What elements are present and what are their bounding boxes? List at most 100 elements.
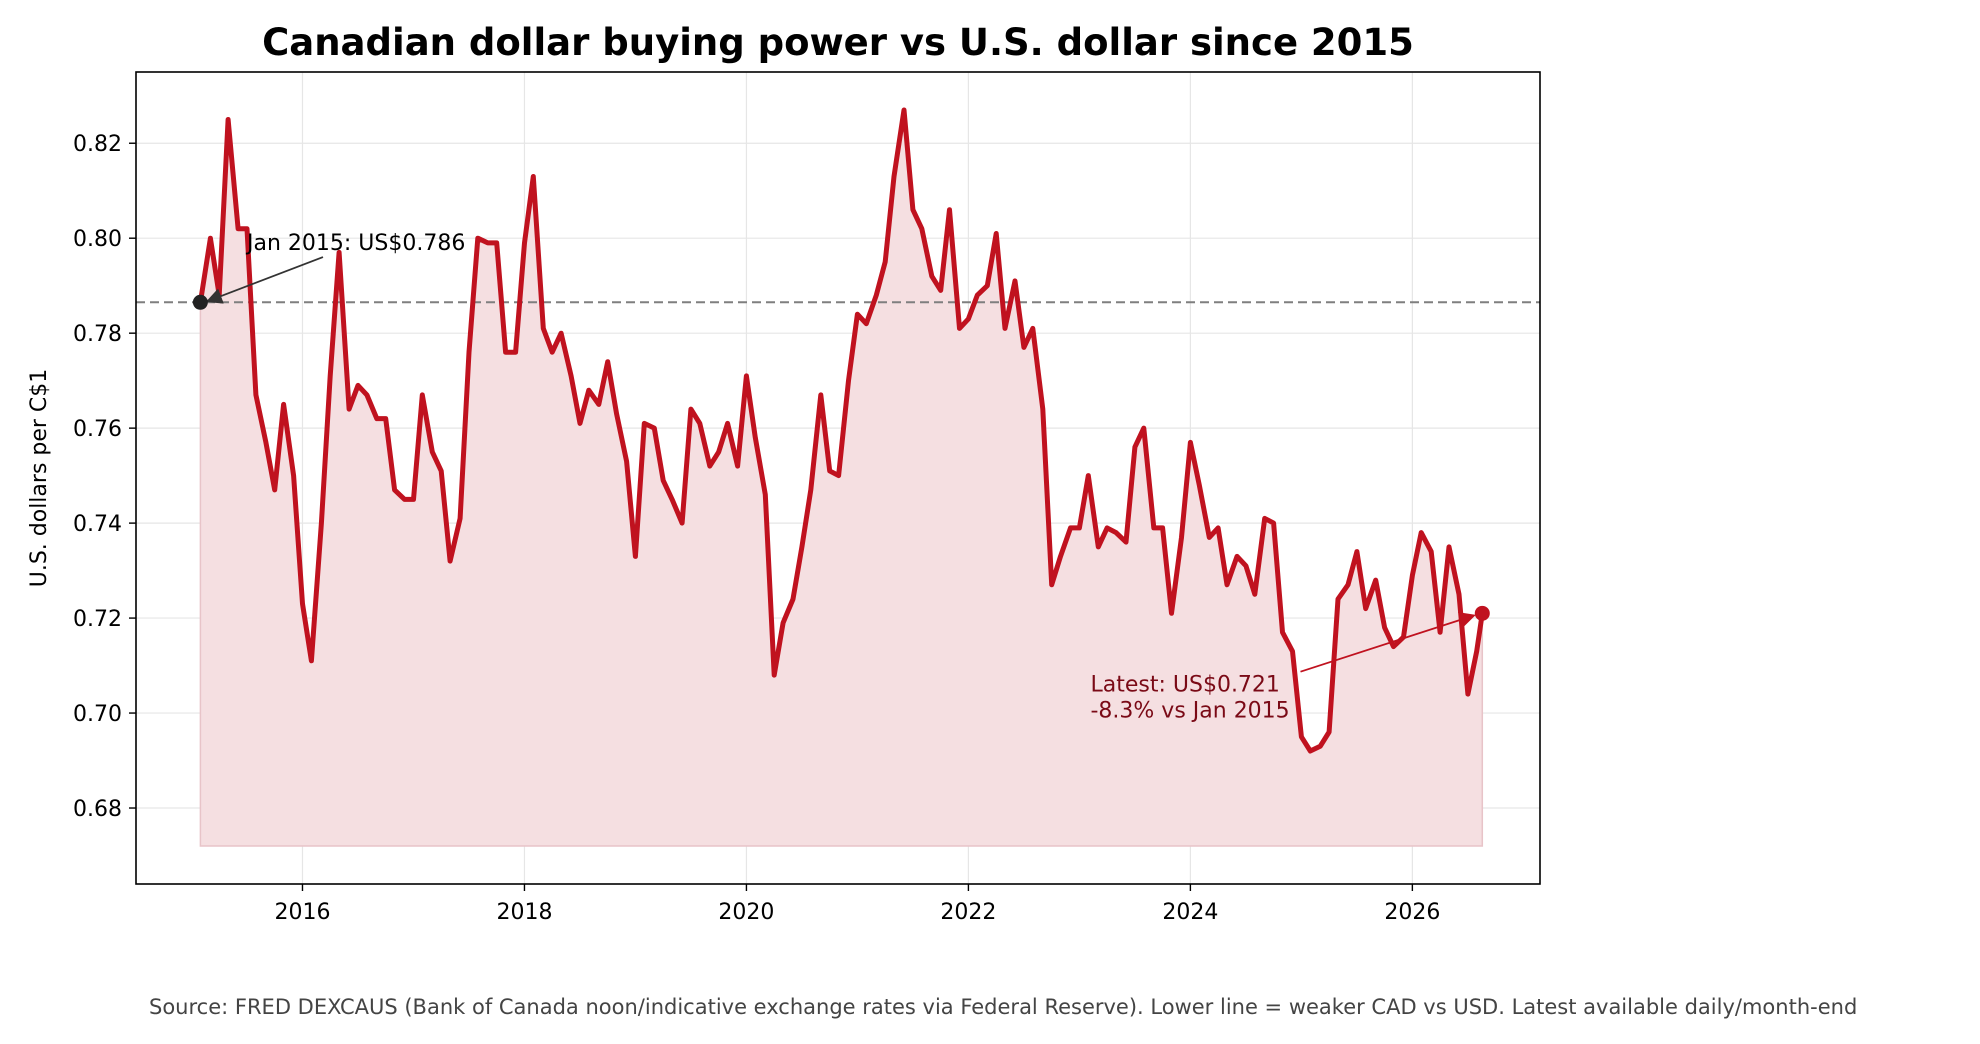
data-point-50: [661, 478, 666, 483]
data-point-66: [808, 487, 813, 492]
y-tick-label-0.76: 0.76: [73, 417, 122, 442]
data-point-12: [309, 658, 314, 663]
y-tick-label-0.78: 0.78: [73, 322, 122, 347]
annotation-marker-0: [192, 294, 208, 310]
data-point-37: [541, 326, 546, 331]
data-point-35: [522, 240, 527, 245]
data-point-49: [652, 426, 657, 431]
data-point-78: [919, 226, 924, 231]
data-point-108: [1197, 483, 1202, 488]
data-point-131: [1410, 573, 1415, 578]
data-point-124: [1345, 582, 1350, 587]
y-tick-label-0.74: 0.74: [73, 512, 122, 537]
data-point-132: [1419, 530, 1424, 535]
data-point-48: [642, 421, 647, 426]
series-line: [197, 107, 1485, 754]
data-point-103: [1151, 525, 1156, 530]
data-point-41: [577, 421, 582, 426]
data-point-116: [1271, 521, 1276, 526]
data-point-22: [402, 497, 407, 502]
data-point-58: [735, 464, 740, 469]
data-point-24: [420, 392, 425, 397]
data-point-99: [1114, 530, 1119, 535]
data-point-38: [550, 350, 555, 355]
data-point-11: [300, 601, 305, 606]
annotation-arrow-1: [1300, 612, 1476, 673]
data-point-115: [1262, 516, 1267, 521]
data-point-137: [1465, 692, 1470, 697]
data-point-4: [236, 226, 241, 231]
y-axis-label: U.S. dollars per C$1: [27, 369, 52, 588]
data-point-59: [744, 373, 749, 378]
x-axis: 2016 2018 2020 2022 2024 2026: [274, 884, 1440, 925]
data-point-67: [818, 392, 823, 397]
data-point-17: [355, 383, 360, 388]
annotation-text-1-0: Latest: US$0.721: [1090, 673, 1279, 698]
data-point-10: [291, 473, 296, 478]
data-point-42: [586, 388, 591, 393]
data-point-61: [763, 492, 768, 497]
y-tick-label-0.68: 0.68: [73, 797, 122, 822]
data-point-94: [1068, 525, 1073, 530]
data-point-56: [716, 449, 721, 454]
data-point-75: [892, 174, 897, 179]
data-point-128: [1382, 625, 1387, 630]
annotation-marker-1: [1474, 605, 1490, 621]
data-point-1: [208, 236, 213, 241]
data-point-54: [697, 421, 702, 426]
y-tick-label-0.82: 0.82: [73, 132, 122, 157]
data-point-112: [1235, 554, 1240, 559]
data-point-119: [1299, 734, 1304, 739]
data-point-36: [531, 174, 536, 179]
data-point-63: [781, 620, 786, 625]
data-point-44: [605, 359, 610, 364]
data-point-100: [1124, 540, 1129, 545]
data-point-57: [725, 421, 730, 426]
data-point-71: [855, 312, 860, 317]
data-point-47: [633, 554, 638, 559]
data-point-111: [1225, 582, 1230, 587]
data-point-23: [411, 497, 416, 502]
data-point-79: [929, 274, 934, 279]
data-point-9: [281, 402, 286, 407]
data-point-70: [846, 378, 851, 383]
data-point-81: [947, 207, 952, 212]
data-point-16: [347, 407, 352, 412]
data-point-89: [1021, 345, 1026, 350]
data-point-123: [1336, 597, 1341, 602]
data-point-126: [1363, 606, 1368, 611]
data-point-110: [1216, 525, 1221, 530]
data-point-87: [1003, 326, 1008, 331]
data-point-20: [383, 416, 388, 421]
data-point-135: [1446, 544, 1451, 549]
plot-frame: [135, 71, 1541, 885]
data-point-69: [836, 473, 841, 478]
data-point-60: [753, 435, 758, 440]
data-point-113: [1243, 563, 1248, 568]
data-point-31: [485, 240, 490, 245]
data-point-92: [1049, 582, 1054, 587]
data-point-65: [799, 544, 804, 549]
x-tick-label-2016: 2016: [274, 900, 330, 925]
data-point-93: [1058, 554, 1063, 559]
data-point-101: [1132, 445, 1137, 450]
data-point-34: [513, 350, 518, 355]
data-point-138: [1474, 649, 1479, 654]
data-point-117: [1280, 630, 1285, 635]
data-point-68: [827, 468, 832, 473]
data-point-40: [569, 373, 574, 378]
data-point-106: [1179, 535, 1184, 540]
data-point-26: [439, 468, 444, 473]
data-point-121: [1318, 744, 1323, 749]
data-point-86: [994, 231, 999, 236]
data-point-98: [1105, 525, 1110, 530]
data-point-32: [494, 240, 499, 245]
x-tick-label-2022: 2022: [940, 900, 996, 925]
data-point-109: [1207, 535, 1212, 540]
data-point-7: [263, 440, 268, 445]
data-point-107: [1188, 440, 1193, 445]
data-point-76: [902, 107, 907, 112]
data-point-91: [1040, 407, 1045, 412]
data-point-39: [559, 331, 564, 336]
